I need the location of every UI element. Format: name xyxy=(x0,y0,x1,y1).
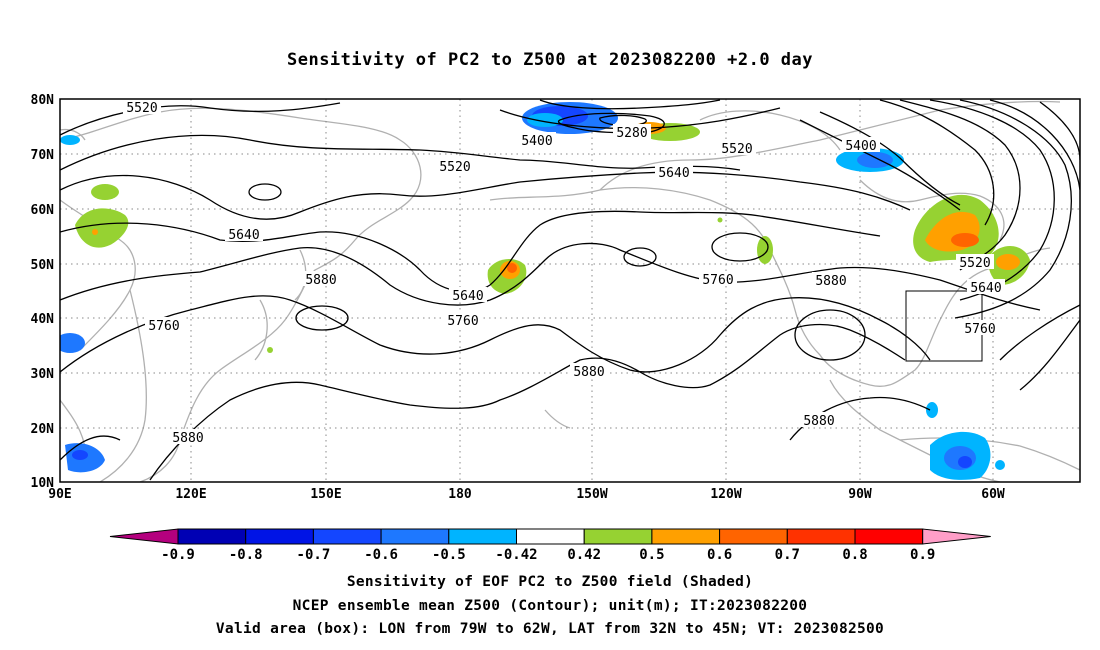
gridlines xyxy=(60,99,1080,482)
contour-label: 5520 xyxy=(721,142,752,157)
colorbar-tick-label: 0.6 xyxy=(707,547,732,563)
colorbar-max-triangle xyxy=(922,528,991,545)
contour-label-bg xyxy=(169,429,207,444)
lat-label: 50N xyxy=(31,258,55,273)
contour-label: 5760 xyxy=(447,314,478,329)
lon-label: 150E xyxy=(310,487,341,502)
contour-label-bg xyxy=(613,124,651,139)
lat-label: 70N xyxy=(31,148,55,163)
colorbar-tick-label: -0.6 xyxy=(364,547,398,563)
contour-labels: 5520 5400 5280 5520 5400 5520 5640 5640 5880 5640… xyxy=(123,99,1005,446)
lat-label: 20N xyxy=(31,422,55,437)
caption-contour: NCEP ensemble mean Z500 (Contour); unit(… xyxy=(292,598,808,614)
contour-label-bg xyxy=(699,271,737,286)
colorbar-segment xyxy=(651,528,721,545)
colorbar-tick-label: 0.5 xyxy=(639,547,664,563)
colorbar-segment xyxy=(583,528,653,545)
caption-shading: Sensitivity of EOF PC2 to Z500 field (Sh… xyxy=(346,574,754,590)
contour-label: 5640 xyxy=(452,289,483,304)
lon-label: 180 xyxy=(448,487,472,502)
contour-label-bg xyxy=(449,287,487,302)
colorbar-tick-label: -0.9 xyxy=(161,547,195,563)
lat-label: 60N xyxy=(31,203,55,218)
contour-label-bg xyxy=(444,312,482,327)
colorbar-tick-label: -0.7 xyxy=(297,547,331,563)
map-content xyxy=(60,99,1080,482)
map-frame xyxy=(59,98,1081,483)
contour-label: 5880 xyxy=(172,431,203,446)
contour-label: 5880 xyxy=(815,274,846,289)
colorbar-segment xyxy=(854,528,924,545)
contour-label: 5640 xyxy=(658,166,689,181)
caption-valid-area: Valid area (box): LON from 79W to 62W, L… xyxy=(215,621,885,637)
lat-label: 30N xyxy=(31,367,55,382)
colorbar-tick-label: 0.8 xyxy=(842,547,867,563)
contour-label: 5880 xyxy=(803,414,834,429)
colorbar-tick-label: -0.8 xyxy=(229,547,263,563)
colorbar-segment xyxy=(245,528,314,545)
colorbar-tick-label: -0.42 xyxy=(495,547,537,563)
contour-label-bg xyxy=(718,140,756,155)
contour-label-bg xyxy=(961,320,999,335)
contour-label: 5520 xyxy=(959,256,990,271)
contour-label: 5640 xyxy=(228,228,259,243)
contour-label: 5760 xyxy=(964,322,995,337)
lon-label: 90W xyxy=(848,487,872,502)
lat-label: 80N xyxy=(31,93,55,108)
colorbar-segment xyxy=(448,528,517,545)
contour-label: 5280 xyxy=(616,126,647,141)
colorbar-segment xyxy=(719,528,788,545)
colorbar-segment xyxy=(380,528,450,545)
contour-label: 5880 xyxy=(305,273,336,288)
lon-label: 120W xyxy=(710,487,741,502)
contour-label-bg xyxy=(812,272,850,287)
lon-axis: 90E 120E 150E 180 150W 120W 90W 60W xyxy=(48,487,1005,502)
height-contours xyxy=(60,99,1080,481)
colorbar-tick-label: -0.5 xyxy=(432,547,466,563)
contour-label: 5400 xyxy=(521,134,552,149)
contour-label: 5520 xyxy=(126,101,157,116)
lat-label: 40N xyxy=(31,312,55,327)
contour-label-bg xyxy=(800,412,838,427)
colorbar-tick-label: 0.42 xyxy=(567,547,601,563)
contour-label: 5400 xyxy=(845,139,876,154)
contour-label-bg xyxy=(570,363,608,378)
contour-label: 5520 xyxy=(439,160,470,175)
contour-label-bg xyxy=(842,137,880,152)
contour-label-bg xyxy=(123,99,161,114)
colorbar-segment xyxy=(516,528,585,545)
lat-label: 10N xyxy=(31,476,55,491)
lon-label: 90E xyxy=(48,487,71,502)
contour-label: 5760 xyxy=(148,319,179,334)
colorbar-tick-label: 0.7 xyxy=(775,547,800,563)
colorbar-segment xyxy=(786,528,856,545)
contour-label-bg xyxy=(145,317,183,332)
colorbar-segment xyxy=(177,528,247,545)
colorbar-min-triangle xyxy=(109,528,179,545)
sensitivity-shading xyxy=(60,102,1030,480)
colorbar-labels: -0.9 -0.8 -0.7 -0.6 -0.5 -0.42 0.42 0.5 0.6 0.7 0.… xyxy=(161,547,935,563)
contour-label-bg xyxy=(655,164,693,179)
contour-label-bg xyxy=(436,158,474,173)
colorbar xyxy=(109,528,991,545)
contour-label-bg xyxy=(302,271,340,286)
coastlines xyxy=(60,100,1080,482)
lon-label: 150W xyxy=(576,487,607,502)
contour-label: 5880 xyxy=(573,365,604,380)
contour-label: 5640 xyxy=(970,281,1001,296)
lon-label: 60W xyxy=(981,487,1005,502)
page-title: Sensitivity of PC2 to Z500 at 2023082200… xyxy=(286,50,813,70)
contour-label-bg xyxy=(518,132,556,147)
lon-label: 120E xyxy=(175,487,206,502)
lat-axis: 80N 70N 60N 50N 40N 30N 20N 10N xyxy=(31,93,55,491)
contour-label-bg xyxy=(225,226,263,241)
contour-label-bg xyxy=(967,279,1005,294)
colorbar-segment xyxy=(312,528,382,545)
colorbar-tick-label: 0.9 xyxy=(910,547,935,563)
contour-label-bg xyxy=(956,254,994,269)
contour-label: 5760 xyxy=(702,273,733,288)
